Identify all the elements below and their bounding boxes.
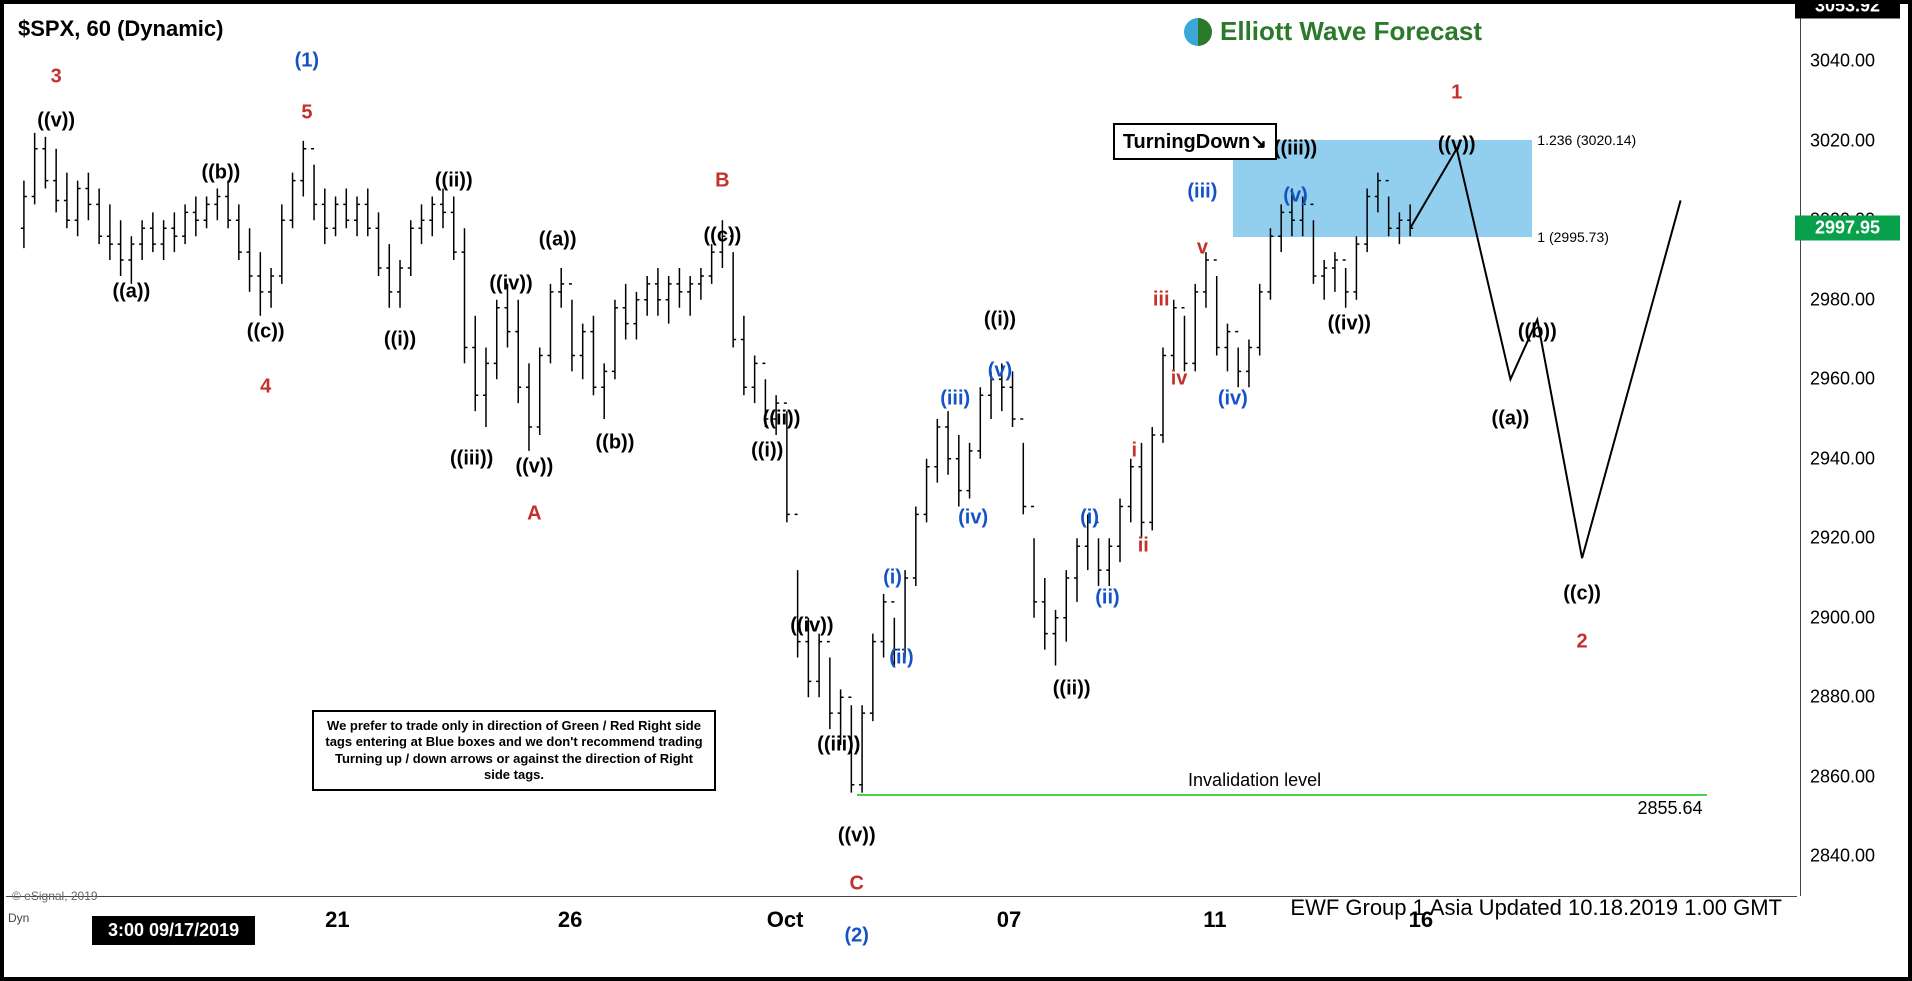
wave-label: (iv)	[958, 507, 988, 530]
x-tick: 26	[558, 907, 582, 933]
y-tick: 2840.00	[1802, 846, 1906, 867]
wave-label: ((b))	[1518, 320, 1557, 343]
wave-label: ((a))	[112, 280, 150, 303]
wave-label: ((iii))	[450, 447, 493, 470]
y-tick: 2920.00	[1802, 528, 1906, 549]
x-tick: 11	[1203, 907, 1226, 933]
wave-label: 1	[1451, 82, 1462, 105]
wave-label: ((v))	[37, 109, 75, 132]
invalidation-value: 2855.64	[1637, 798, 1702, 819]
dyn-label: Dyn	[8, 911, 29, 925]
price-tag-current: 2997.95	[1795, 216, 1900, 241]
footer-note: EWF Group 1 Asia Updated 10.18.2019 1.00…	[1290, 895, 1782, 921]
wave-label: ((iii))	[817, 733, 860, 756]
wave-label: ((a))	[1492, 408, 1530, 431]
wave-label: ((ii))	[1053, 678, 1091, 701]
wave-label: ((c))	[704, 225, 742, 248]
wave-label: ii	[1138, 535, 1149, 558]
wave-label: (iv)	[1218, 388, 1248, 411]
turning-down-box: TurningDown↘	[1113, 123, 1277, 160]
wave-label: ((ii))	[435, 169, 473, 192]
wave-label: A	[527, 503, 541, 526]
copyright-text: © eSignal, 2019	[12, 889, 98, 903]
fib-label: 1.236 (3020.14)	[1537, 132, 1636, 148]
x-tick: Oct	[767, 907, 804, 933]
wave-label: ((i))	[984, 308, 1016, 331]
wave-label: ((a))	[539, 229, 577, 252]
wave-label: v	[1197, 237, 1208, 260]
wave-label: ((v))	[1438, 133, 1476, 156]
invalidation-line	[857, 794, 1708, 796]
wave-label: (i)	[883, 567, 902, 590]
wave-label: 3	[51, 66, 62, 89]
y-tick: 3040.00	[1802, 51, 1906, 72]
wave-label: (ii)	[1095, 586, 1119, 609]
wave-label: ((iv))	[489, 272, 532, 295]
wave-label: (v)	[988, 360, 1012, 383]
y-tick: 2880.00	[1802, 687, 1906, 708]
wave-label: ((v))	[838, 825, 876, 848]
wave-label: (2)	[844, 924, 868, 947]
wave-label: B	[715, 169, 729, 192]
wave-label: ((ii))	[763, 408, 801, 431]
wave-label: iii	[1153, 288, 1170, 311]
fib-label: 1 (2995.73)	[1537, 229, 1609, 245]
wave-label: (iii)	[1187, 181, 1217, 204]
wave-label: ((i))	[384, 328, 416, 351]
price-tag-top: 3053.92	[1795, 0, 1900, 19]
wave-label: ((i))	[751, 439, 783, 462]
wave-label: ((b))	[596, 431, 635, 454]
y-tick: 2960.00	[1802, 369, 1906, 390]
wave-label: (v)	[1283, 185, 1307, 208]
wave-label: 5	[301, 101, 312, 124]
y-axis: 3040.003020.003000.002980.002960.002940.…	[1800, 6, 1906, 896]
ohlc-bars	[6, 6, 1797, 896]
wave-label: C	[849, 873, 863, 896]
wave-label: ((v))	[515, 455, 553, 478]
wave-label: ((c))	[1563, 582, 1601, 605]
y-tick: 2940.00	[1802, 448, 1906, 469]
wave-label: ((b))	[201, 161, 240, 184]
wave-label: i	[1132, 439, 1138, 462]
wave-label: ((iv))	[790, 614, 833, 637]
y-tick: 2900.00	[1802, 607, 1906, 628]
start-date-box: 3:00 09/17/2019	[92, 916, 255, 945]
wave-label: ((iii))	[1274, 137, 1317, 160]
wave-label: 2	[1577, 630, 1588, 653]
wave-label: (i)	[1080, 507, 1099, 530]
plot-area	[6, 6, 1797, 896]
x-tick: 07	[997, 907, 1021, 933]
wave-label: (iii)	[940, 388, 970, 411]
disclaimer-box: We prefer to trade only in direction of …	[312, 710, 716, 791]
wave-label: (ii)	[889, 646, 913, 669]
wave-label: iv	[1171, 368, 1188, 391]
wave-label: 4	[260, 376, 271, 399]
wave-label: (1)	[295, 50, 319, 73]
y-tick: 2980.00	[1802, 289, 1906, 310]
y-tick: 2860.00	[1802, 766, 1906, 787]
x-tick: 21	[325, 907, 349, 933]
wave-label: ((iv))	[1328, 312, 1371, 335]
y-tick: 3020.00	[1802, 130, 1906, 151]
invalidation-label: Invalidation level	[1188, 770, 1321, 791]
forecast-path	[6, 6, 1797, 896]
chart-root: $SPX, 60 (Dynamic) Elliott Wave Forecast…	[0, 0, 1912, 981]
wave-label: ((c))	[247, 320, 285, 343]
